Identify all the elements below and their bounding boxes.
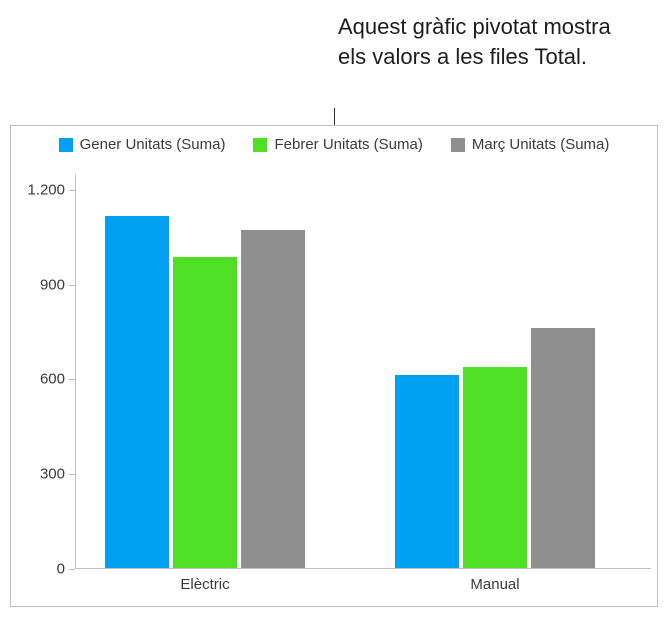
y-tick [69, 569, 75, 570]
chart-bar [463, 367, 527, 568]
x-axis-label: Manual [470, 576, 519, 593]
y-axis-label: 1.200 [0, 181, 65, 198]
x-axis-line [75, 568, 651, 569]
figure-stage: Aquest gràfic pivotat mostra els valors … [0, 0, 670, 619]
legend-swatch-marc [451, 138, 465, 152]
y-axis-label: 600 [0, 371, 65, 388]
y-tick [69, 190, 75, 191]
chart-legend: Gener Unitats (Suma) Febrer Unitats (Sum… [11, 136, 657, 153]
legend-label-febrer: Febrer Unitats (Suma) [274, 136, 422, 153]
y-axis-label: 900 [0, 276, 65, 293]
y-tick [69, 379, 75, 380]
legend-label-gener: Gener Unitats (Suma) [80, 136, 226, 153]
callout-leader-line [334, 108, 335, 126]
figure-caption: Aquest gràfic pivotat mostra els valors … [338, 12, 638, 71]
chart-bar [105, 216, 169, 568]
y-axis-line [75, 174, 76, 569]
plot-area: 03006009001.200ElèctricManual [75, 174, 651, 569]
chart-bar [173, 257, 237, 568]
legend-label-marc: Març Unitats (Suma) [472, 136, 610, 153]
pivot-chart: Gener Unitats (Suma) Febrer Unitats (Sum… [10, 125, 658, 607]
legend-item-febrer: Febrer Unitats (Suma) [253, 136, 422, 153]
y-axis-label: 0 [0, 561, 65, 578]
legend-swatch-gener [59, 138, 73, 152]
legend-swatch-febrer [253, 138, 267, 152]
legend-item-marc: Març Unitats (Suma) [451, 136, 610, 153]
legend-item-gener: Gener Unitats (Suma) [59, 136, 226, 153]
chart-bar [241, 230, 305, 568]
chart-bar [531, 328, 595, 568]
chart-bar [395, 375, 459, 568]
y-axis-label: 300 [0, 466, 65, 483]
y-tick [69, 474, 75, 475]
x-axis-label: Elèctric [180, 576, 229, 593]
y-tick [69, 285, 75, 286]
